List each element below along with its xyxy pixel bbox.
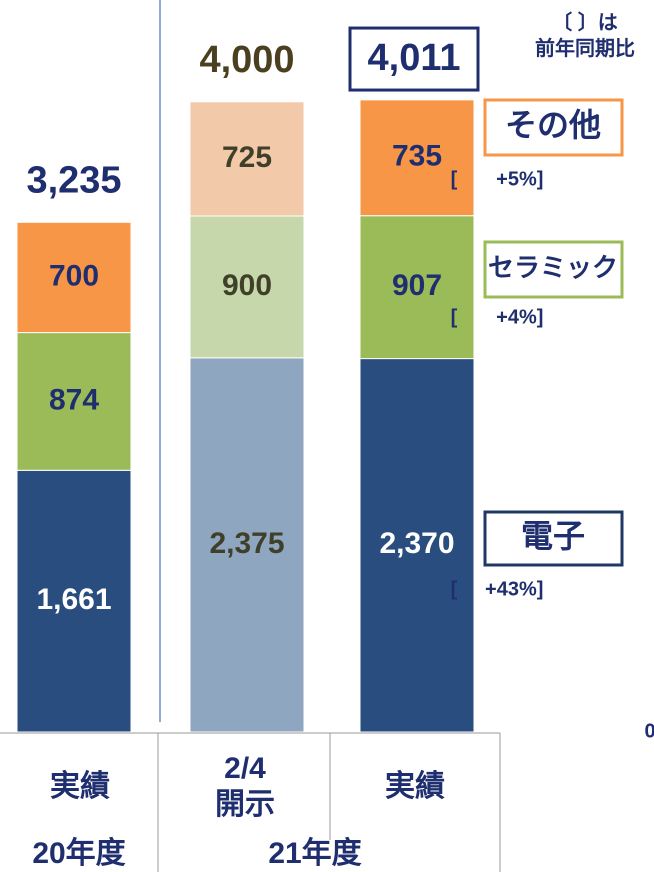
bar-segment [16,221,132,334]
bar-segment [359,358,475,733]
legend-label: その他 [505,107,601,143]
segment-label: 735 [392,140,442,173]
label: 実績 [50,770,110,803]
total-label: 4,000 [199,39,294,81]
segment-label: 900 [222,269,272,302]
label-line: 実績 [50,770,110,803]
bar-segment [359,215,475,360]
legend-label: セラミック [488,252,618,282]
legend-change: [ +4%] [451,306,544,328]
legend-change: [ +43%] [451,578,544,600]
total-box [348,26,480,92]
y-tick-label: 0 [644,720,654,742]
legend-label: 電子 [521,518,585,554]
label: 2/4 開示 [215,752,275,821]
label: 〔 〕は前年同期比 [535,11,635,60]
label-line: 前年同期比 [535,36,635,60]
segment-label: 874 [49,383,99,416]
legend-box [483,240,624,299]
segment-label: 907 [392,269,442,302]
segment-label: 700 [49,259,99,292]
segment-label: 2,375 [209,527,284,560]
bar-segment [359,99,475,217]
legend-change: [ +5%] [451,168,544,190]
legend-box [483,98,624,157]
label: 実績 [385,770,445,803]
segment-label: 1,661 [36,583,111,616]
legend-box [483,510,624,567]
total-label: 4,011 [368,37,461,79]
label-line: 〔 〕は [552,11,618,34]
bar-segment [189,101,305,217]
segment-label: 725 [222,141,272,174]
bar-segment [16,332,132,471]
group-label: 21年度 [268,837,361,870]
label-line: 2/4 [224,752,266,785]
total-label: 3,235 [26,159,121,201]
label-line: 実績 [385,770,445,803]
bar-segment [16,469,132,733]
segment-label: 2,370 [379,527,454,560]
label-line: 開示 [215,788,275,821]
group-label: 20年度 [32,837,125,870]
